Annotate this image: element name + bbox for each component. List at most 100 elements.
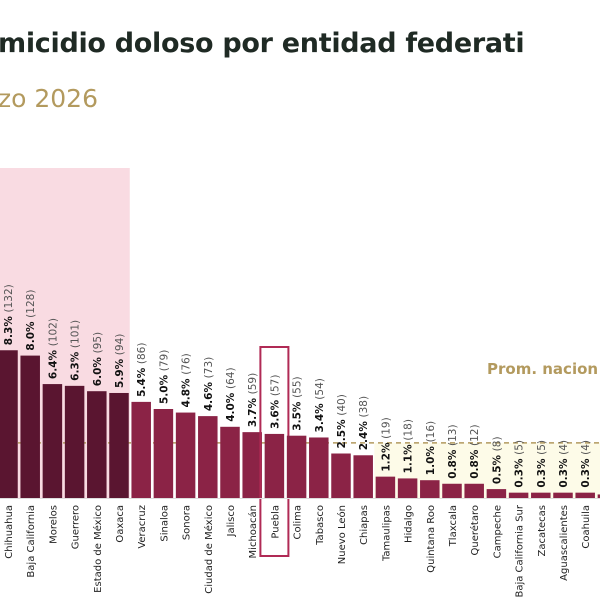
bar bbox=[109, 392, 129, 498]
category-label: Guerrero bbox=[71, 505, 82, 549]
data-label: 0.3% (5) bbox=[536, 440, 548, 488]
bar bbox=[64, 385, 85, 498]
bar bbox=[131, 401, 151, 498]
count-label: (38) bbox=[358, 396, 370, 418]
pct-label: 4.8% bbox=[181, 375, 193, 408]
data-label: 0.3% (5) bbox=[514, 440, 526, 488]
data-label: 8.3% (132) bbox=[3, 284, 15, 345]
bar bbox=[42, 384, 63, 498]
count-label: (64) bbox=[225, 367, 237, 389]
count-label: (5) bbox=[536, 440, 548, 455]
data-label: 3.7% (59) bbox=[247, 373, 259, 427]
count-label: (95) bbox=[92, 332, 104, 354]
bar bbox=[375, 476, 396, 498]
category-label: Campeche bbox=[492, 505, 503, 558]
bar bbox=[331, 453, 351, 498]
pct-label: 4.0% bbox=[225, 389, 237, 422]
bar bbox=[264, 433, 285, 498]
pct-label: 1.2% bbox=[380, 439, 392, 472]
bar bbox=[575, 492, 595, 498]
bar bbox=[220, 426, 240, 498]
pct-label: 1.1% bbox=[403, 441, 415, 474]
count-label: (79) bbox=[158, 350, 170, 372]
count-label: (55) bbox=[292, 376, 304, 398]
count-label: (128) bbox=[25, 290, 37, 318]
category-label: Aguascalientes bbox=[559, 505, 570, 581]
bar bbox=[242, 432, 262, 498]
category-label: Tabasco bbox=[315, 505, 326, 546]
chart-title: micidio doloso por entidad federati bbox=[0, 28, 525, 59]
count-label: (13) bbox=[447, 424, 459, 446]
data-label: 2.4% (38) bbox=[358, 396, 370, 450]
pct-label: 0.8% bbox=[447, 446, 459, 479]
chart-subtitle: zo 2026 bbox=[0, 84, 98, 113]
count-label: (102) bbox=[47, 318, 59, 346]
category-label: Colima bbox=[293, 505, 304, 540]
pct-label: 3.4% bbox=[314, 400, 326, 433]
bar bbox=[153, 409, 174, 498]
data-label: 4.8% (76) bbox=[181, 353, 193, 407]
count-label: (4) bbox=[580, 440, 592, 455]
data-label: 3.4% (54) bbox=[314, 378, 326, 432]
pct-label: 0.8% bbox=[469, 446, 481, 479]
data-label: 3.6% (57) bbox=[269, 375, 281, 429]
category-label: Tlaxcala bbox=[448, 505, 459, 547]
pct-label: 3.6% bbox=[269, 396, 281, 429]
count-label: (132) bbox=[3, 284, 15, 312]
category-label: Puebla bbox=[270, 505, 281, 539]
bar bbox=[442, 483, 462, 498]
pct-label: 3.7% bbox=[247, 394, 259, 427]
count-label: (8) bbox=[491, 436, 503, 451]
count-label: (59) bbox=[247, 373, 259, 395]
data-label: 4.6% (73) bbox=[203, 357, 215, 411]
pct-label: 6.4% bbox=[47, 346, 59, 379]
data-label: 0.3% (4) bbox=[558, 440, 570, 488]
bar bbox=[553, 492, 573, 498]
pct-label: 0.3% bbox=[514, 455, 526, 488]
pct-label: 5.4% bbox=[136, 364, 148, 397]
data-label: 6.3% (101) bbox=[70, 320, 82, 381]
category-label: Chihuahua bbox=[4, 505, 15, 559]
bar bbox=[531, 492, 551, 498]
data-label: 1.0% (16) bbox=[425, 421, 437, 475]
bar bbox=[508, 492, 529, 498]
data-label: 6.4% (102) bbox=[47, 318, 59, 379]
data-label: 2.5% (40) bbox=[336, 394, 348, 448]
category-label: Michoacán bbox=[247, 505, 259, 558]
data-label: 8.0% (128) bbox=[25, 290, 37, 351]
pct-label: 8.0% bbox=[25, 318, 37, 351]
data-label: 0.5% (8) bbox=[491, 436, 503, 484]
category-label: Quintana Roo bbox=[426, 505, 437, 573]
bar bbox=[0, 350, 18, 498]
bar bbox=[87, 391, 107, 498]
pct-label: 4.6% bbox=[203, 378, 215, 411]
count-label: (40) bbox=[336, 394, 348, 416]
count-label: (5) bbox=[514, 440, 526, 455]
bar bbox=[198, 416, 218, 498]
bar bbox=[397, 478, 418, 498]
count-label: (57) bbox=[269, 375, 281, 397]
category-label: Estado de México bbox=[92, 505, 104, 593]
category-label: Chiapas bbox=[359, 505, 370, 545]
category-label: Jalisco bbox=[226, 505, 237, 537]
bar bbox=[464, 483, 484, 498]
count-label: (94) bbox=[114, 334, 126, 356]
pct-label: 0.3% bbox=[580, 455, 592, 488]
data-label: 3.5% (55) bbox=[292, 376, 304, 430]
category-label: Hidalgo bbox=[404, 505, 415, 543]
data-label: 5.9% (94) bbox=[114, 334, 126, 388]
bar bbox=[20, 355, 40, 498]
pct-label: 2.5% bbox=[336, 416, 348, 449]
category-label: Zacatecas bbox=[537, 505, 548, 557]
bar bbox=[420, 480, 440, 498]
data-label: 1.2% (19) bbox=[380, 417, 392, 471]
data-label: 4.0% (64) bbox=[225, 367, 237, 421]
category-label: Oaxaca bbox=[115, 505, 126, 543]
pct-label: 0.3% bbox=[536, 455, 548, 488]
count-label: (101) bbox=[70, 320, 82, 348]
bar bbox=[353, 455, 373, 498]
bar bbox=[309, 437, 329, 498]
category-label: Morelos bbox=[48, 505, 59, 544]
count-label: (12) bbox=[469, 424, 481, 446]
